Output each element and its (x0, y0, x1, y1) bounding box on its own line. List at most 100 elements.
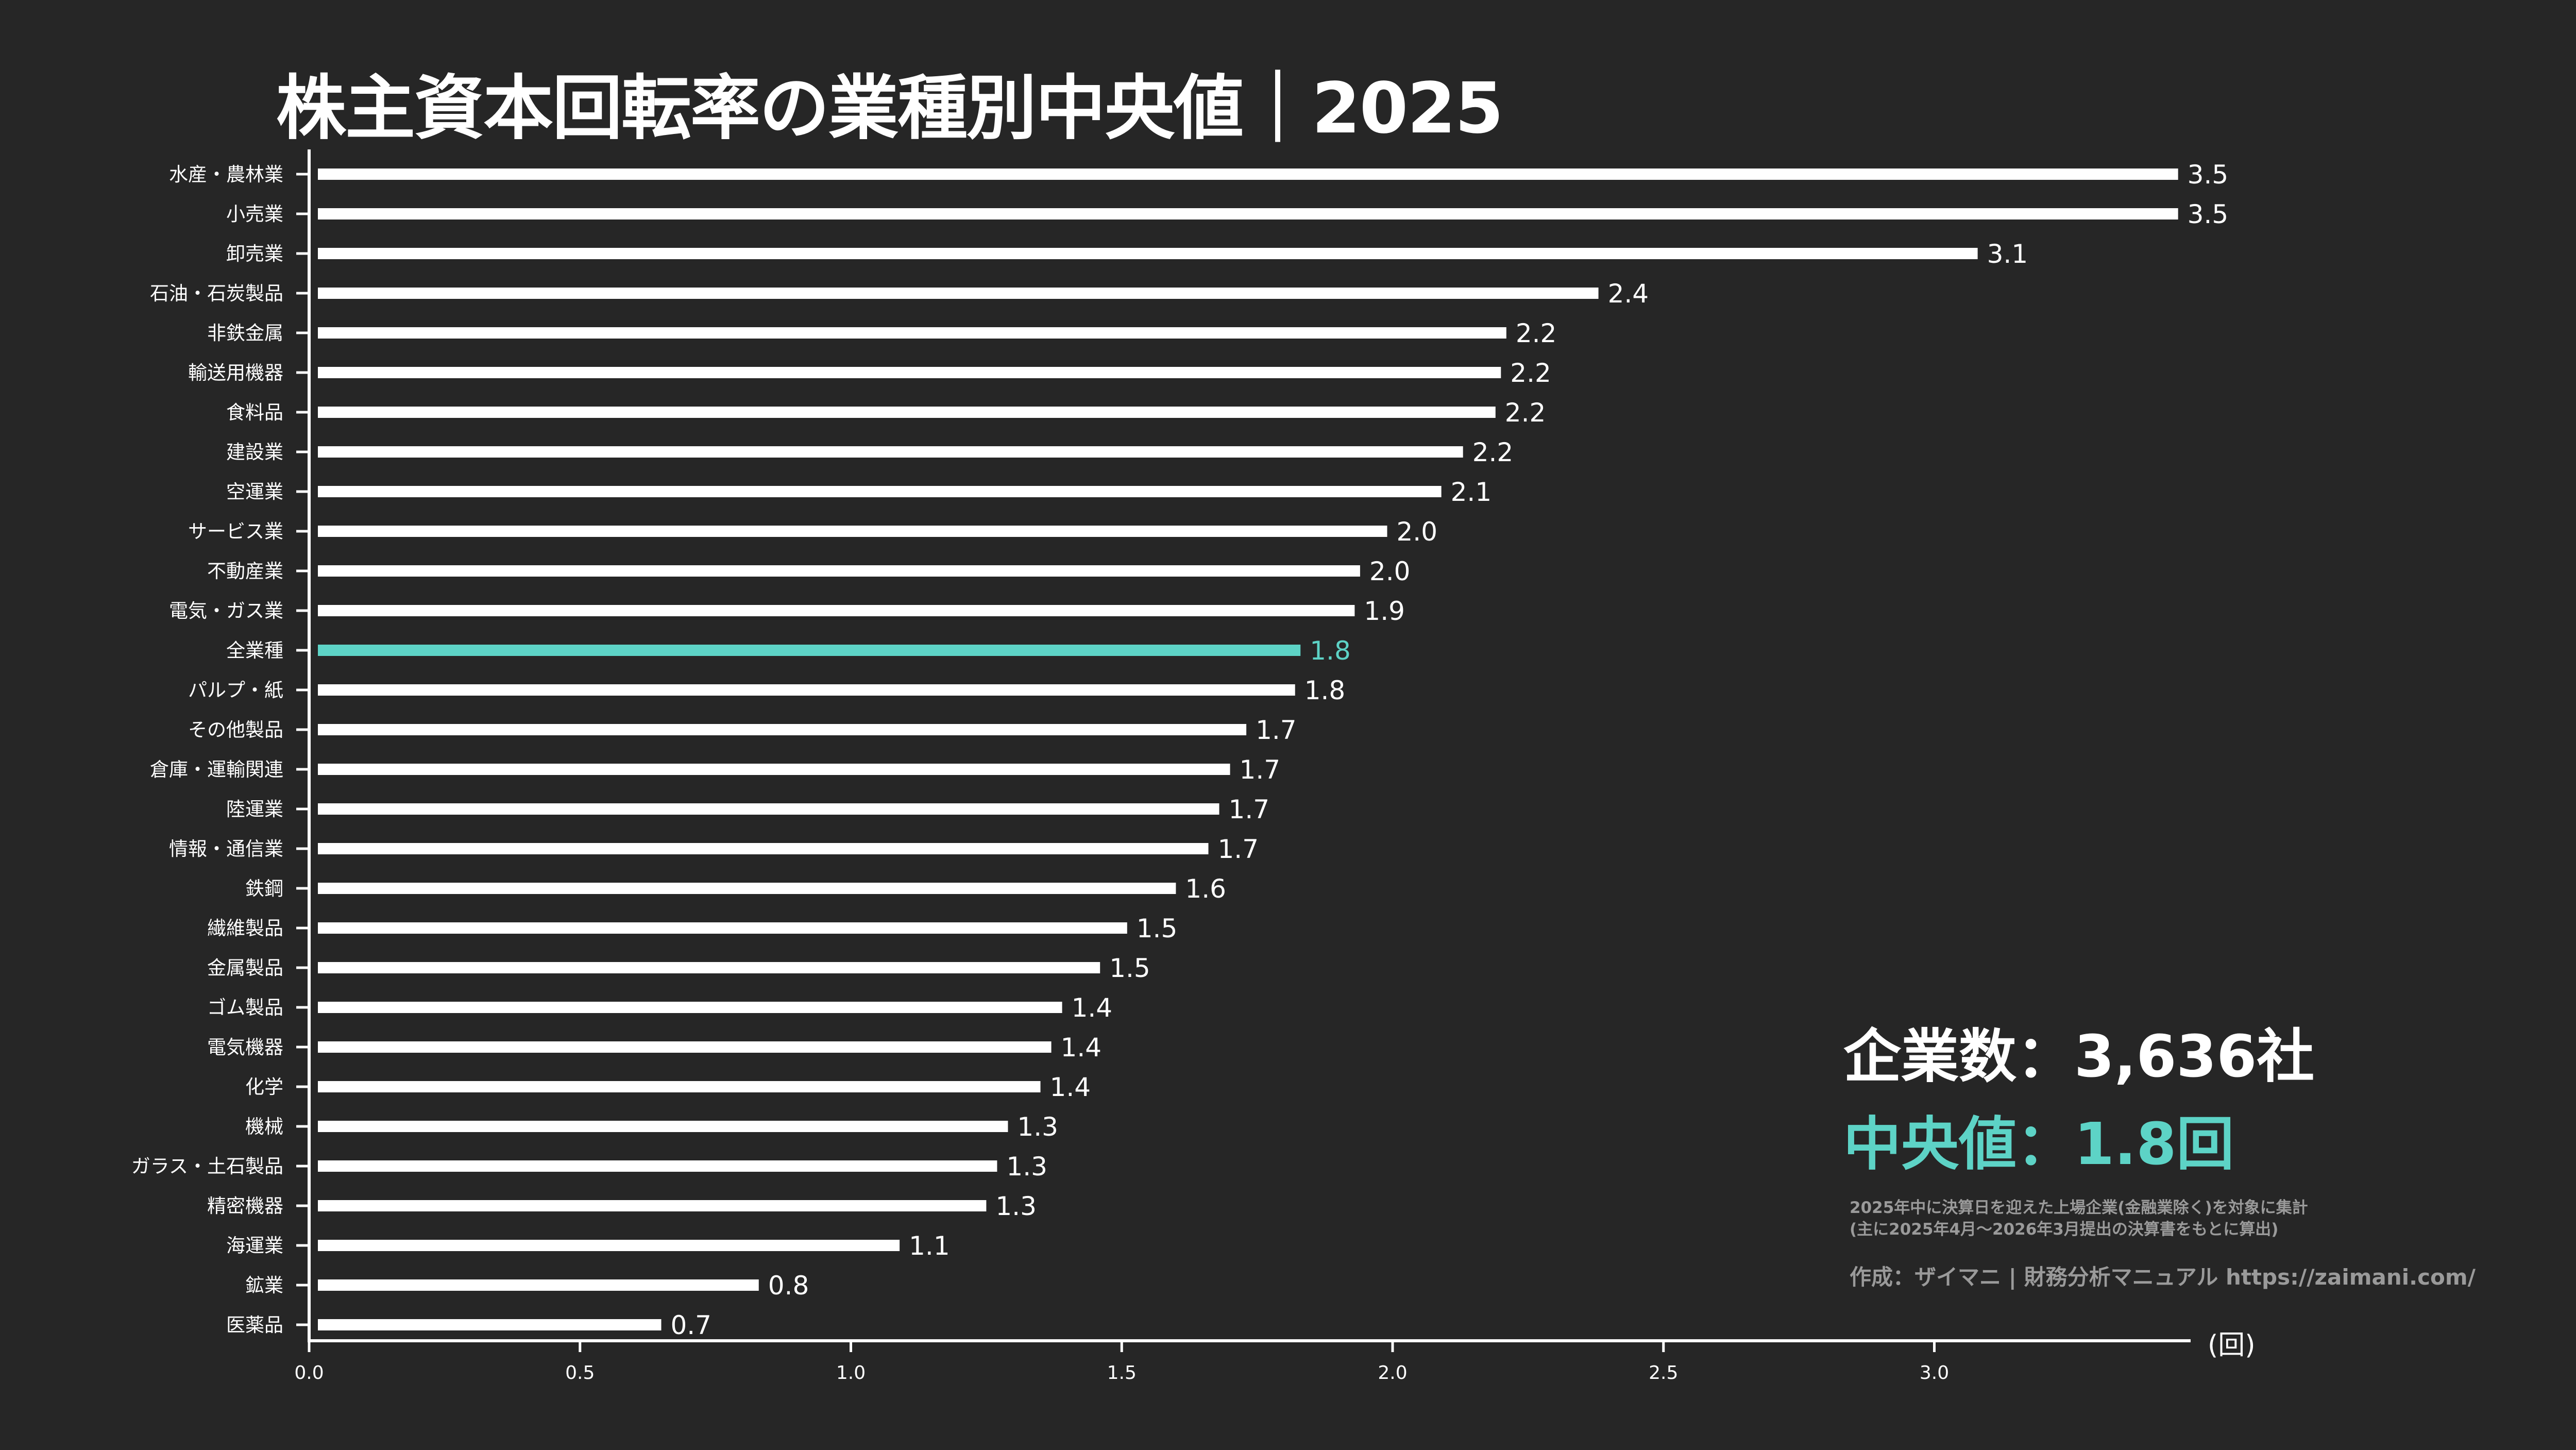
bar-value-label: 2.2 (1510, 358, 1551, 388)
category-label: 不動産業 (207, 560, 283, 582)
x-tick-label: 0.0 (294, 1362, 324, 1384)
bar (318, 883, 1176, 894)
category-label: 化学 (245, 1076, 283, 1098)
bar (318, 1160, 997, 1172)
category-label: 電気機器 (207, 1036, 283, 1058)
bar-value-label: 1.9 (1364, 596, 1405, 626)
note-line-1: 2025年中に決算日を迎えた上場企業(金融業除く)を対象に集計 (1850, 1199, 2308, 1217)
category-label: 非鉄金属 (207, 322, 283, 344)
category-label: ガラス・土石製品 (131, 1155, 283, 1177)
x-tick-label: 2.0 (1378, 1362, 1407, 1384)
bar (318, 367, 1501, 378)
bar (318, 764, 1230, 775)
bar (318, 1121, 1008, 1132)
category-label: その他製品 (188, 719, 283, 741)
x-tick-label: 1.5 (1107, 1362, 1137, 1384)
category-label: 海運業 (226, 1235, 283, 1257)
bar-value-label: 3.5 (2188, 160, 2229, 190)
bar (318, 526, 1387, 537)
category-label: 卸売業 (226, 243, 283, 265)
bar (318, 962, 1100, 973)
category-label: 石油・石炭製品 (150, 282, 283, 305)
x-tick-label: 3.0 (1920, 1362, 1949, 1384)
bar-value-label: 2.0 (1396, 517, 1437, 547)
category-label: 輸送用機器 (188, 362, 283, 384)
bar-value-label: 0.8 (768, 1271, 809, 1301)
bar (318, 724, 1247, 735)
bar-value-label: 2.2 (1516, 318, 1557, 348)
bar-value-label: 3.1 (1987, 239, 2028, 269)
bar-value-label: 1.8 (1304, 676, 1346, 705)
category-label: 陸運業 (226, 798, 283, 820)
note-line-2: (主に2025年4月～2026年3月提出の決算書をもとに算出) (1850, 1220, 2279, 1239)
bar-value-label: 1.7 (1217, 834, 1259, 864)
bar-value-label: 2.0 (1369, 557, 1411, 586)
category-label: 精密機器 (207, 1195, 283, 1217)
bar-value-label: 1.8 (1310, 636, 1351, 666)
bar (318, 803, 1219, 815)
bar (318, 645, 1301, 656)
bar-value-label: 1.7 (1229, 795, 1270, 824)
x-tick-label: 0.5 (565, 1362, 595, 1384)
category-label: 食料品 (226, 401, 283, 424)
bar (318, 1041, 1052, 1053)
bar-value-label: 1.7 (1256, 715, 1297, 745)
bar-value-label: 2.1 (1451, 477, 1492, 507)
bar (318, 288, 1599, 299)
bar (318, 208, 2178, 220)
bar-value-label: 3.5 (2188, 199, 2229, 229)
bar-value-label: 1.3 (995, 1191, 1037, 1221)
bar (318, 1200, 987, 1211)
category-label: 水産・農林業 (169, 163, 283, 186)
bar (318, 1279, 759, 1291)
bar-value-label: 1.4 (1061, 1033, 1102, 1063)
bar (318, 565, 1360, 577)
bar (318, 168, 2178, 180)
category-label: 電気・ガス業 (169, 600, 283, 622)
category-label: 機械 (245, 1116, 283, 1138)
chart-title: 株主資本回転率の業種別中央値｜2025 (276, 68, 1504, 149)
x-axis-unit-label: (回) (2208, 1330, 2256, 1361)
bar-value-label: 1.4 (1050, 1072, 1091, 1102)
category-label: 情報・通信業 (169, 838, 283, 860)
bar-value-label: 1.3 (1006, 1152, 1047, 1182)
category-label: 鉱業 (245, 1274, 283, 1296)
bar-value-label: 1.6 (1185, 874, 1226, 904)
company-count: 企業数：3,636社 (1843, 1023, 2315, 1090)
bar (318, 843, 1209, 854)
category-label: ゴム製品 (207, 997, 283, 1019)
category-label: 全業種 (226, 639, 283, 662)
category-label: 金属製品 (207, 957, 283, 979)
bar-value-label: 1.5 (1109, 953, 1150, 983)
bar-value-label: 1.5 (1137, 914, 1178, 943)
category-label: パルプ・紙 (188, 679, 283, 701)
bar (318, 248, 1978, 259)
bar-value-label: 0.7 (670, 1310, 711, 1340)
category-label: 倉庫・運輸関連 (150, 758, 283, 781)
category-label: 鉄鋼 (245, 878, 283, 900)
bar (318, 1081, 1041, 1092)
bar (318, 486, 1442, 497)
category-label: 医薬品 (226, 1314, 283, 1336)
category-label: 建設業 (226, 441, 283, 463)
bar-value-label: 2.4 (1608, 279, 1649, 309)
credit: 作成：ザイマニ | 財務分析マニュアル https://zaimani.com/ (1850, 1264, 2476, 1290)
bar (318, 1240, 900, 1251)
category-label: 空運業 (226, 481, 283, 503)
category-label: 小売業 (226, 203, 283, 225)
bar-value-label: 1.4 (1072, 993, 1113, 1023)
bar-value-label: 2.2 (1472, 437, 1514, 467)
bar-value-label: 2.2 (1505, 398, 1546, 428)
bar-value-label: 1.1 (909, 1231, 950, 1261)
x-tick-label: 1.0 (836, 1362, 866, 1384)
median-value: 中央値：1.8回 (1843, 1111, 2234, 1178)
category-label: 繊維製品 (207, 917, 283, 939)
category-label: サービス業 (188, 520, 283, 543)
bar (318, 684, 1295, 696)
bar (318, 1002, 1062, 1013)
bar-value-label: 1.3 (1017, 1112, 1058, 1142)
bar (318, 1319, 662, 1330)
bar (318, 327, 1506, 339)
bar (318, 446, 1463, 458)
